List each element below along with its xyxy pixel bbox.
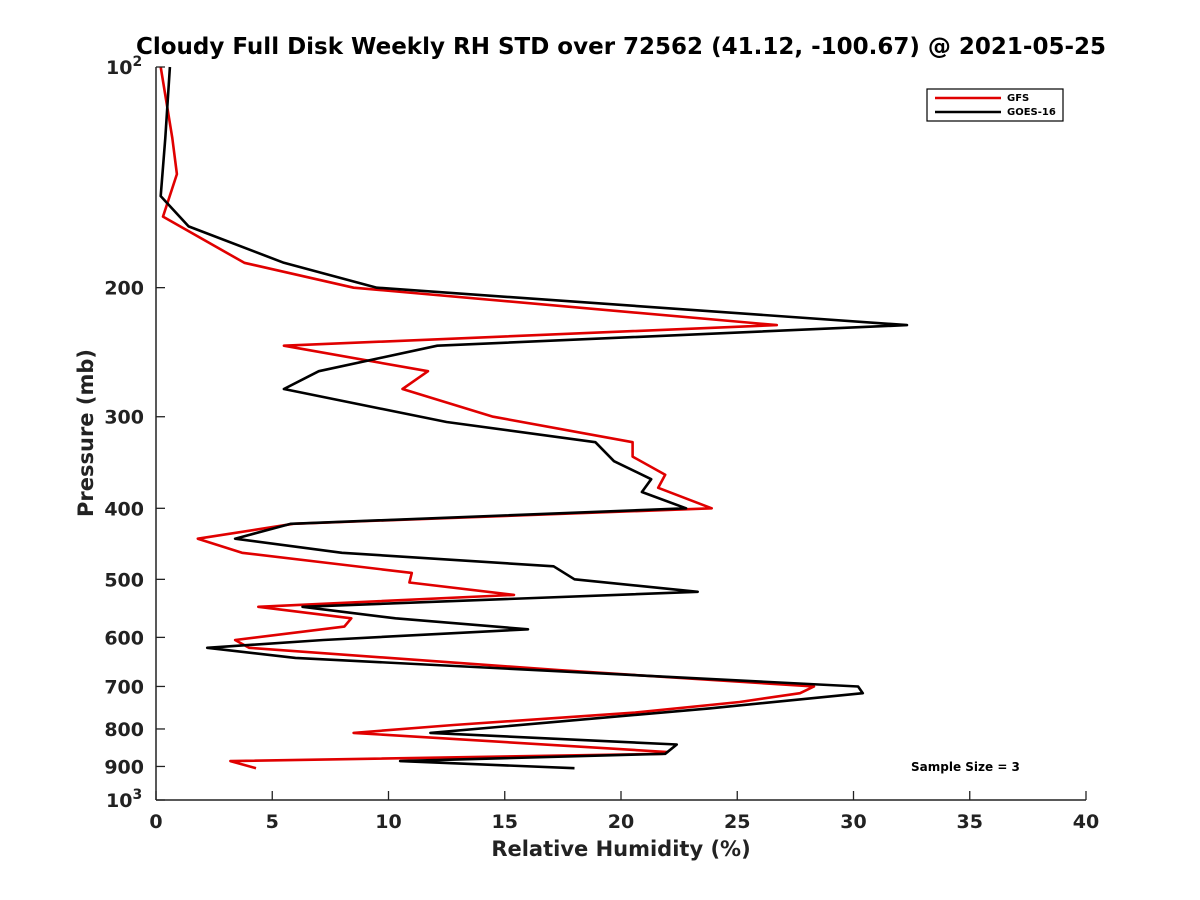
x-tick-label: 10	[375, 811, 401, 833]
y-tick-label: 900	[104, 756, 144, 778]
y-tick-label: 300	[104, 407, 144, 429]
x-ticks: 0 5 10 15 20 25 30 35 40	[149, 791, 1099, 833]
y-tick-label: 600	[104, 627, 144, 649]
series-line-gfs	[159, 66, 816, 770]
y-tick-label: 700	[104, 676, 144, 698]
y-tick-label: 103	[106, 787, 142, 812]
y-tick-label: 102	[106, 54, 142, 79]
legend-label-gfs: GFS	[1007, 93, 1029, 104]
x-axis-label: Relative Humidity (%)	[491, 837, 750, 861]
y-ticks: 102 200 300 400 500 600 700 800 900 103	[104, 54, 165, 812]
x-tick-label: 35	[957, 811, 983, 833]
y-tick-label: 200	[104, 278, 144, 300]
series-layer	[159, 66, 909, 770]
plot-area	[156, 67, 1086, 800]
x-tick-label: 5	[266, 811, 279, 833]
x-tick-label: 20	[608, 811, 634, 833]
y-tick-label: 500	[104, 569, 144, 591]
sample-size-annotation: Sample Size = 3	[911, 760, 1020, 774]
chart-title: Cloudy Full Disk Weekly RH STD over 7256…	[136, 34, 1106, 60]
y-tick-label: 400	[104, 498, 144, 520]
x-tick-label: 15	[492, 811, 518, 833]
x-tick-label: 40	[1073, 811, 1099, 833]
y-tick-label: 800	[104, 719, 144, 741]
legend-label-goes16: GOES-16	[1007, 107, 1056, 118]
legend-box	[926, 88, 1064, 122]
series-line-goes16	[159, 66, 909, 770]
y-axis-label: Pressure (mb)	[74, 349, 98, 517]
x-tick-label: 0	[149, 811, 162, 833]
legend: GFS GOES-16	[926, 88, 1064, 122]
x-tick-label: 30	[840, 811, 866, 833]
x-tick-label: 25	[724, 811, 750, 833]
